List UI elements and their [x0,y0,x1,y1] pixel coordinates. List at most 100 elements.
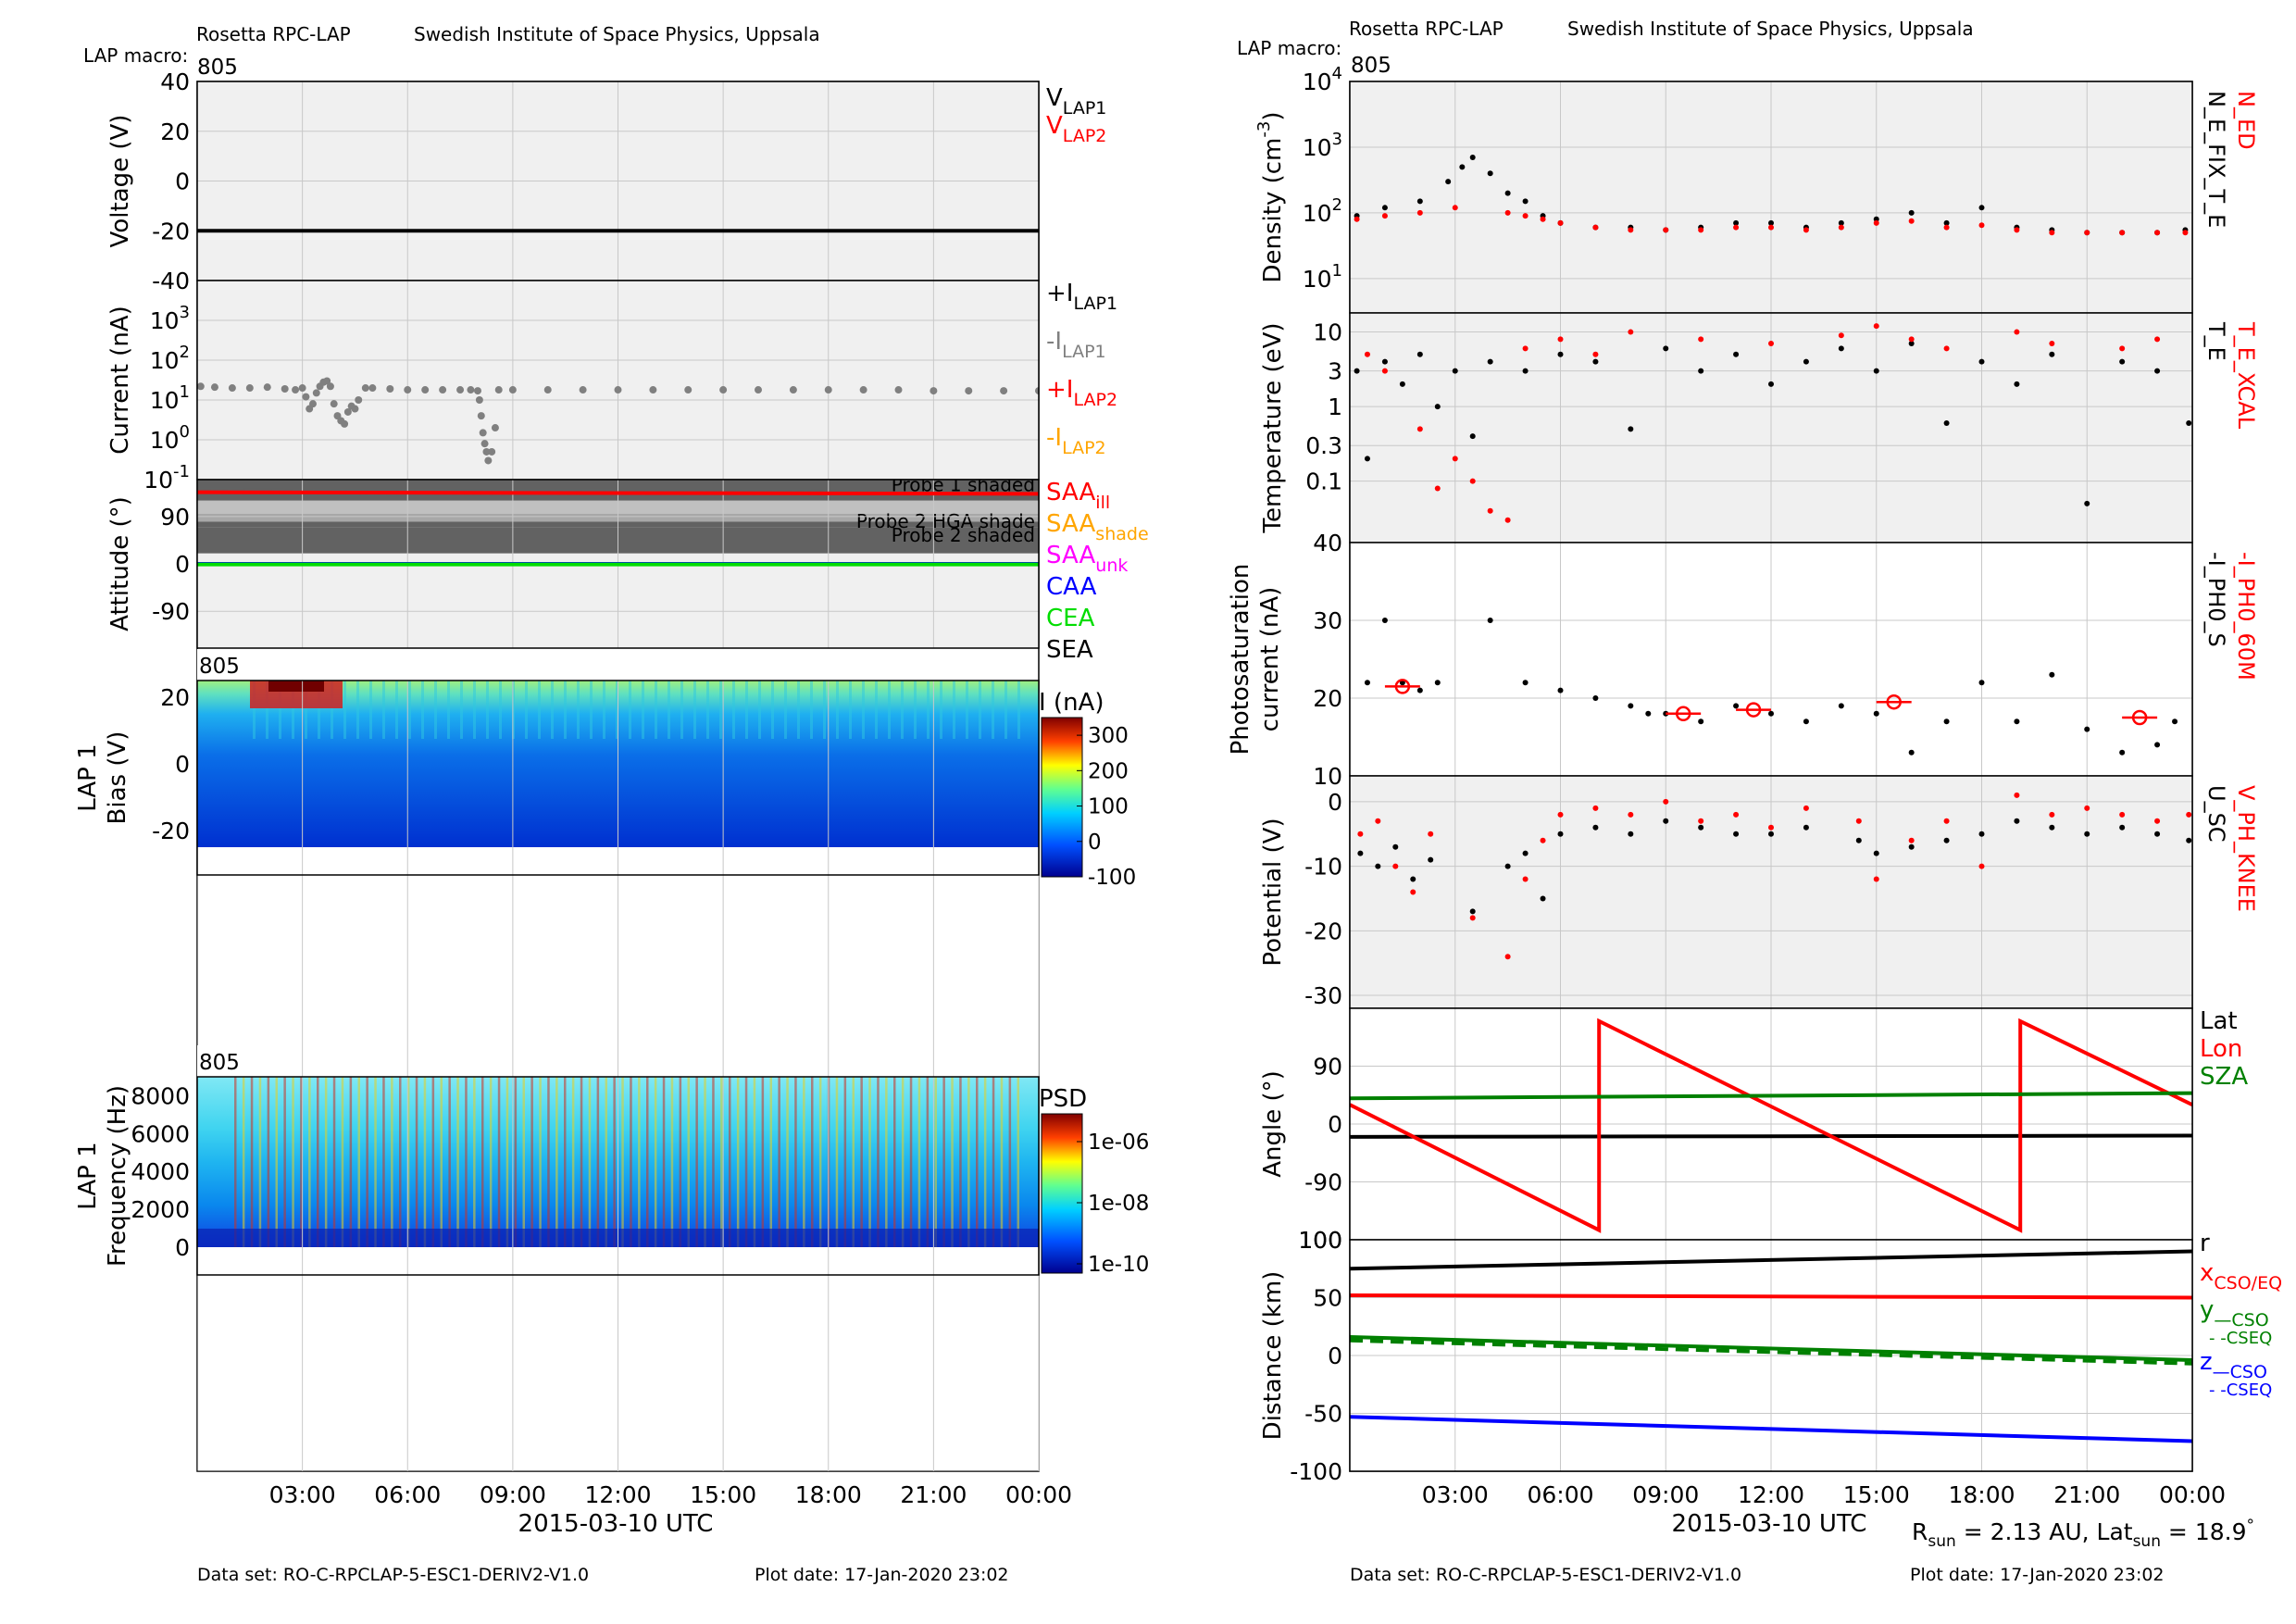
data-point [649,386,657,394]
data-point [1698,336,1704,343]
data-point [1663,818,1669,824]
y-axis-label-end: ) [1259,112,1287,121]
y-tick-label: 0 [175,751,190,778]
heatmap-streak [382,681,385,739]
x-tick-label: 12:00 [1738,1481,1804,1508]
data-point [1469,915,1476,921]
rsun-value: = 2.13 AU, Lat [1956,1518,2133,1545]
data-point [228,384,236,393]
data-point [1978,222,1985,229]
legend-entry: VLAP1 [1046,84,1106,119]
heatmap-band [489,1077,493,1247]
tick-base: 10 [150,427,180,454]
data-point [330,400,338,408]
data-point [1354,216,1360,222]
panel-plot-area [197,281,1039,480]
rsun-label: R [1912,1518,1928,1545]
data-point [1540,216,1546,222]
heatmap-band [786,1077,789,1247]
data-point [2154,368,2161,374]
data-point [1469,433,1476,440]
heatmap-band [431,1077,435,1247]
panel-plot-area [1350,543,2192,776]
heatmap-band [893,1077,896,1247]
y-axis-label-text: Attitude (°) [106,496,134,631]
data-point [1663,227,1669,233]
y-tick-label: 100 [150,422,190,454]
y-tick-label: 101 [150,382,190,414]
y-axis-label-text: Temperature (eV) [1259,322,1287,533]
data-point [1768,831,1774,837]
heatmap-band [959,1077,962,1247]
data-point [1855,818,1862,824]
y-tick-label: 101 [1303,261,1342,293]
lat-sub: sun [2133,1532,2161,1551]
heatmap-streak [551,681,554,739]
heatmap-band [332,1077,336,1247]
data-point [719,386,728,394]
plot-date-right: Plot date: 17-Jan-2020 23:02 [1910,1565,2165,1585]
data-point [1908,218,1915,224]
data-point [1768,381,1774,387]
x-tick-label: 06:00 [1527,1481,1593,1508]
data-point [1943,345,1950,352]
legend-entry: U_SC [2203,785,2229,843]
y-axis-label-2: Frequency (Hz) [104,1085,131,1267]
y-tick-label: 0.1 [1305,468,1342,495]
data-point [1733,219,1740,226]
legend-sub: shade [1095,524,1148,544]
lat-value: = 18.9 [2161,1518,2247,1545]
heatmap-band [505,1077,509,1247]
data-point [2119,358,2126,365]
heatmap-band [324,1077,328,1247]
tick-base: 10 [150,307,180,334]
y-tick-label: 0 [175,169,190,195]
data-point [2186,811,2192,818]
data-point [2186,837,2192,843]
data-point [1943,224,1950,231]
data-point [859,386,867,394]
data-point [2014,381,2020,387]
colorbar-tick-label: 1e-08 [1088,1192,1149,1216]
legend-sub: LAP1 [1062,342,1106,362]
data-point [1487,618,1493,623]
plot-date-left: Plot date: 17-Jan-2020 23:02 [755,1565,1009,1585]
y-tick-label: 0 [175,551,190,578]
data-point [1381,368,1388,374]
heatmap-band [596,1077,600,1247]
heatmap-band [976,1077,979,1247]
heatmap-streak [486,681,489,739]
data-point [1364,351,1370,357]
y-axis-label: Angle (°) [1259,1070,1287,1178]
heatmap-streak [849,681,852,739]
colorbar-tick-label: 300 [1088,724,1129,748]
legend-name: V [1046,84,1063,112]
heatmap-streak [771,681,774,739]
data-point [1035,387,1039,395]
data-point [1838,345,1844,352]
instrument-title-left: Rosetta RPC-LAP [196,23,351,45]
y-tick-label: -100 [1290,1458,1342,1485]
legend-entry: V_PH_KNEE [2233,785,2259,912]
y-tick-label: -40 [152,268,190,294]
panel-frame [196,1076,1040,1276]
series-line-0 [1350,1249,2192,1271]
legend-sub: LAP2 [1062,438,1106,458]
legend-name: y [2200,1296,2214,1324]
series-line-3 [1350,1338,2192,1366]
dataset-label-left: Data set: RO-C-RPCLAP-5-ESC1-DERIV2-V1.0 [197,1565,589,1585]
colorbar-tick-label: 0 [1088,831,1102,855]
heatmap-band [357,1077,360,1247]
y-tick-label: 103 [1303,130,1342,161]
heatmap-streak [784,681,787,739]
panel-plot-area [1350,81,2192,313]
tick-exp: 4 [1332,64,1342,83]
legend-name: r [2200,1230,2210,1257]
data-point [210,383,218,392]
data-point [2154,230,2161,236]
y-tick-label: 4000 [131,1158,190,1185]
data-point [965,387,973,395]
data-point [2154,831,2161,837]
